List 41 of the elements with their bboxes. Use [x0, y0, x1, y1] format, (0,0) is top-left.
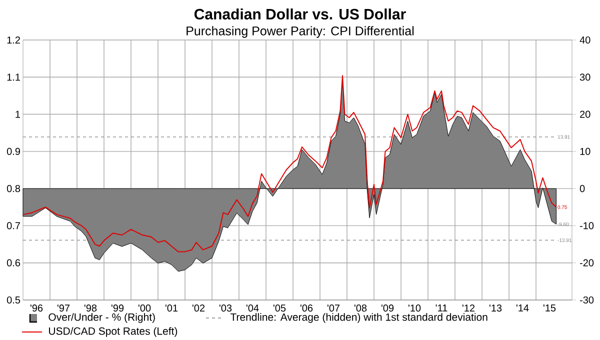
x-tick-label: '15 [543, 304, 556, 312]
y-tick-label: 0.8 [6, 185, 20, 192]
x-tick-label: '02 [192, 304, 205, 312]
chart-title: Canadian Dollar vs. US Dollar [194, 8, 406, 20]
y-tick-label: 1.2 [7, 36, 20, 44]
x-tick-label: '09 [381, 304, 394, 312]
x-tick-label: '06 [300, 304, 313, 312]
y2-tick-label: 40 [580, 36, 590, 44]
x-tick-label: '14 [516, 304, 529, 312]
x-tick-label: '11 [436, 304, 448, 312]
y2-tick-label: 10 [580, 148, 590, 155]
y2-tick-label: 0 [580, 185, 585, 192]
text: Trendline: Average (hidden) with 1st standard deviation [230, 313, 488, 323]
y-tick-label: 0.5 [6, 296, 20, 304]
legend-label: USD/CAD Spot Rates (Left) [49, 327, 178, 337]
x-tick-label: '04 [246, 304, 259, 312]
y-tick-label: 0.7 [6, 222, 20, 230]
x-tick-label: '98 [84, 304, 97, 312]
x-tick-label: '07 [327, 304, 340, 312]
x-tick-label: '12 [462, 304, 475, 312]
x-tick-label: '03 [219, 304, 232, 312]
x-tick-label: '05 [273, 304, 286, 312]
y2-tick-label: 30 [580, 74, 590, 81]
x-tick-label: '97 [57, 304, 70, 312]
x-tick-label: '00 [138, 304, 151, 312]
y2-tick-label: -30 [580, 296, 594, 304]
y-tick-label: 0.6 [6, 259, 20, 266]
x-tick-label: '96 [30, 304, 43, 312]
y2-tick-label: -10 [580, 222, 594, 230]
y2-tick-label: 20 [580, 110, 590, 118]
x-tick-label: '10 [408, 304, 421, 312]
y-tick-label: 1 [16, 110, 20, 118]
y-tick-label: 1.1 [7, 74, 20, 81]
x-tick-label: '99 [111, 304, 124, 312]
y-tick-label: 0.9 [6, 148, 20, 155]
x-tick-label: '13 [489, 304, 502, 312]
chart-subtitle: Purchasing Power Parity: CPI Differential [186, 26, 414, 38]
x-tick-label: '01 [165, 304, 178, 312]
x-tick-label: '08 [354, 304, 367, 312]
legend-label: Over/Under - % (Right) [48, 313, 155, 323]
y2-tick-label: -20 [580, 259, 594, 266]
